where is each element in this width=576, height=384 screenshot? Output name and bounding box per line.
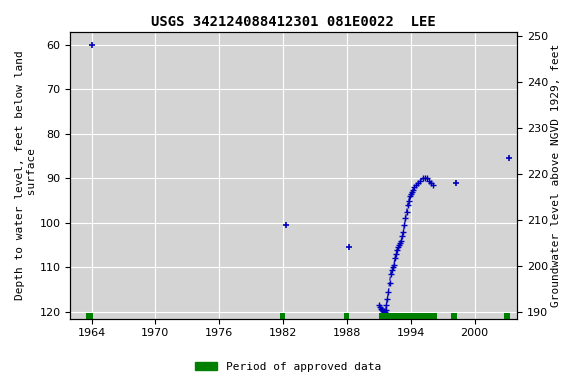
Title: USGS 342124088412301 081E0022  LEE: USGS 342124088412301 081E0022 LEE <box>151 15 436 29</box>
Legend: Period of approved data: Period of approved data <box>191 358 385 377</box>
Y-axis label: Depth to water level, feet below land
 surface: Depth to water level, feet below land su… <box>15 50 37 300</box>
Y-axis label: Groundwater level above NGVD 1929, feet: Groundwater level above NGVD 1929, feet <box>551 43 561 307</box>
